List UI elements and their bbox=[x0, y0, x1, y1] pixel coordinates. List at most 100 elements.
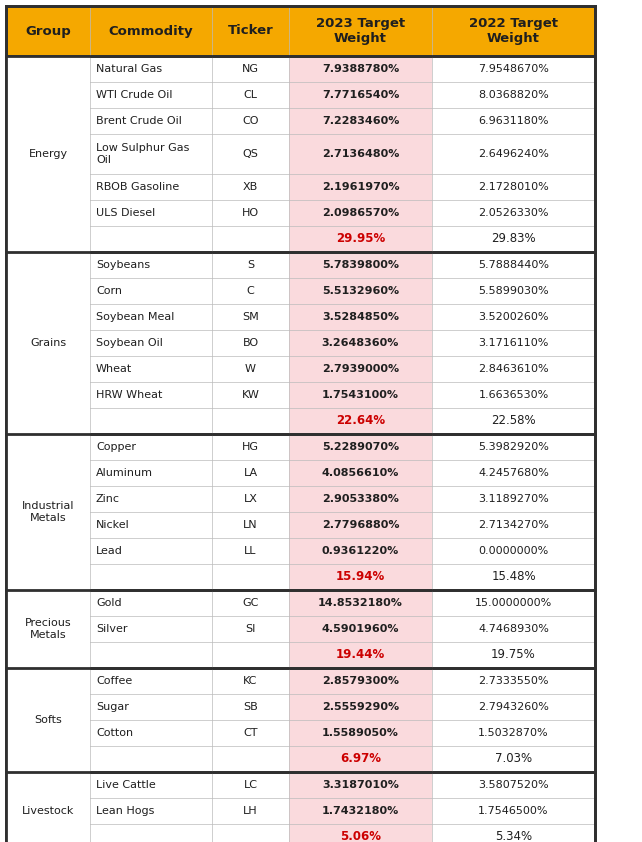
Bar bbox=[289, 278, 432, 304]
Text: 3.1716110%: 3.1716110% bbox=[478, 338, 549, 348]
Bar bbox=[432, 642, 595, 668]
Bar bbox=[212, 486, 289, 512]
Bar bbox=[212, 564, 289, 590]
Text: Soybean Meal: Soybean Meal bbox=[96, 312, 175, 322]
Bar bbox=[432, 798, 595, 824]
Text: Gold: Gold bbox=[96, 598, 121, 608]
Bar bbox=[432, 564, 595, 590]
Bar bbox=[6, 226, 90, 252]
Text: 29.95%: 29.95% bbox=[336, 232, 385, 246]
Bar bbox=[90, 434, 212, 460]
Text: 2.7939000%: 2.7939000% bbox=[322, 364, 399, 374]
Bar bbox=[6, 434, 90, 460]
Text: 4.0856610%: 4.0856610% bbox=[322, 468, 399, 478]
Bar bbox=[432, 56, 595, 82]
Bar bbox=[90, 304, 212, 330]
Text: Wheat: Wheat bbox=[96, 364, 132, 374]
Bar bbox=[6, 772, 90, 798]
Bar bbox=[6, 460, 90, 486]
Bar bbox=[289, 252, 432, 278]
Bar bbox=[432, 824, 595, 842]
Bar bbox=[432, 668, 595, 694]
Text: 19.44%: 19.44% bbox=[336, 648, 385, 662]
Text: 3.5200260%: 3.5200260% bbox=[478, 312, 549, 322]
Bar bbox=[6, 330, 90, 356]
Text: 5.34%: 5.34% bbox=[495, 830, 532, 842]
Bar bbox=[432, 226, 595, 252]
Text: 15.48%: 15.48% bbox=[491, 571, 536, 584]
Bar bbox=[6, 200, 90, 226]
Bar bbox=[90, 134, 212, 174]
Bar bbox=[212, 538, 289, 564]
Bar bbox=[6, 434, 90, 460]
Text: 7.9388780%: 7.9388780% bbox=[322, 64, 399, 74]
Text: Low Sulphur Gas
Oil: Low Sulphur Gas Oil bbox=[96, 143, 189, 165]
Text: GC: GC bbox=[242, 598, 259, 608]
Text: Natural Gas: Natural Gas bbox=[96, 64, 162, 74]
Bar bbox=[212, 642, 289, 668]
Text: 2.9053380%: 2.9053380% bbox=[322, 494, 399, 504]
Bar bbox=[90, 694, 212, 720]
Bar bbox=[90, 668, 212, 694]
Text: Industrial
Metals: Industrial Metals bbox=[22, 501, 74, 523]
Bar bbox=[90, 252, 212, 278]
Bar bbox=[6, 564, 90, 590]
Bar bbox=[289, 538, 432, 564]
Text: QS: QS bbox=[243, 149, 259, 159]
Bar bbox=[432, 252, 595, 278]
Bar bbox=[432, 538, 595, 564]
Text: Soybean Oil: Soybean Oil bbox=[96, 338, 163, 348]
Text: HG: HG bbox=[242, 442, 259, 452]
Text: 6.97%: 6.97% bbox=[340, 753, 381, 765]
Bar bbox=[90, 512, 212, 538]
Text: Precious
Metals: Precious Metals bbox=[24, 618, 71, 640]
Bar bbox=[432, 82, 595, 108]
Bar bbox=[6, 720, 90, 746]
Bar bbox=[6, 746, 90, 772]
Bar bbox=[212, 304, 289, 330]
Text: Live Cattle: Live Cattle bbox=[96, 780, 156, 790]
Text: Copper: Copper bbox=[96, 442, 136, 452]
Bar bbox=[289, 590, 432, 616]
Bar bbox=[90, 538, 212, 564]
Bar bbox=[432, 694, 595, 720]
Bar bbox=[6, 668, 90, 694]
Text: 15.94%: 15.94% bbox=[336, 571, 385, 584]
Bar bbox=[6, 304, 90, 330]
Bar bbox=[212, 590, 289, 616]
Text: 6.9631180%: 6.9631180% bbox=[478, 116, 549, 126]
Bar bbox=[90, 564, 212, 590]
Text: XB: XB bbox=[243, 182, 258, 192]
Text: 2023 Target
Weight: 2023 Target Weight bbox=[316, 17, 405, 45]
Bar bbox=[212, 356, 289, 382]
Bar bbox=[6, 824, 90, 842]
Text: 4.7468930%: 4.7468930% bbox=[478, 624, 549, 634]
Bar bbox=[289, 720, 432, 746]
Bar bbox=[90, 590, 212, 616]
Text: RBOB Gasoline: RBOB Gasoline bbox=[96, 182, 179, 192]
Text: Brent Crude Oil: Brent Crude Oil bbox=[96, 116, 182, 126]
Bar bbox=[6, 174, 90, 200]
Text: 1.7546500%: 1.7546500% bbox=[478, 806, 549, 816]
Bar bbox=[6, 642, 90, 668]
Bar bbox=[432, 408, 595, 434]
Text: 5.7888440%: 5.7888440% bbox=[478, 260, 549, 270]
Text: Group: Group bbox=[25, 24, 71, 38]
Text: 3.3187010%: 3.3187010% bbox=[322, 780, 399, 790]
Bar bbox=[212, 616, 289, 642]
Text: 5.5132960%: 5.5132960% bbox=[322, 286, 399, 296]
Bar bbox=[432, 330, 595, 356]
Text: Softs: Softs bbox=[34, 715, 62, 725]
Bar bbox=[6, 330, 90, 356]
Text: Soybeans: Soybeans bbox=[96, 260, 150, 270]
Bar bbox=[6, 772, 90, 798]
Text: 1.5589050%: 1.5589050% bbox=[322, 728, 399, 738]
Text: C: C bbox=[247, 286, 254, 296]
Text: 0.9361220%: 0.9361220% bbox=[322, 546, 399, 556]
Text: 22.64%: 22.64% bbox=[336, 414, 385, 428]
Text: 7.03%: 7.03% bbox=[495, 753, 532, 765]
Text: Zinc: Zinc bbox=[96, 494, 120, 504]
Bar bbox=[212, 82, 289, 108]
Text: 4.5901960%: 4.5901960% bbox=[322, 624, 399, 634]
Bar bbox=[90, 382, 212, 408]
